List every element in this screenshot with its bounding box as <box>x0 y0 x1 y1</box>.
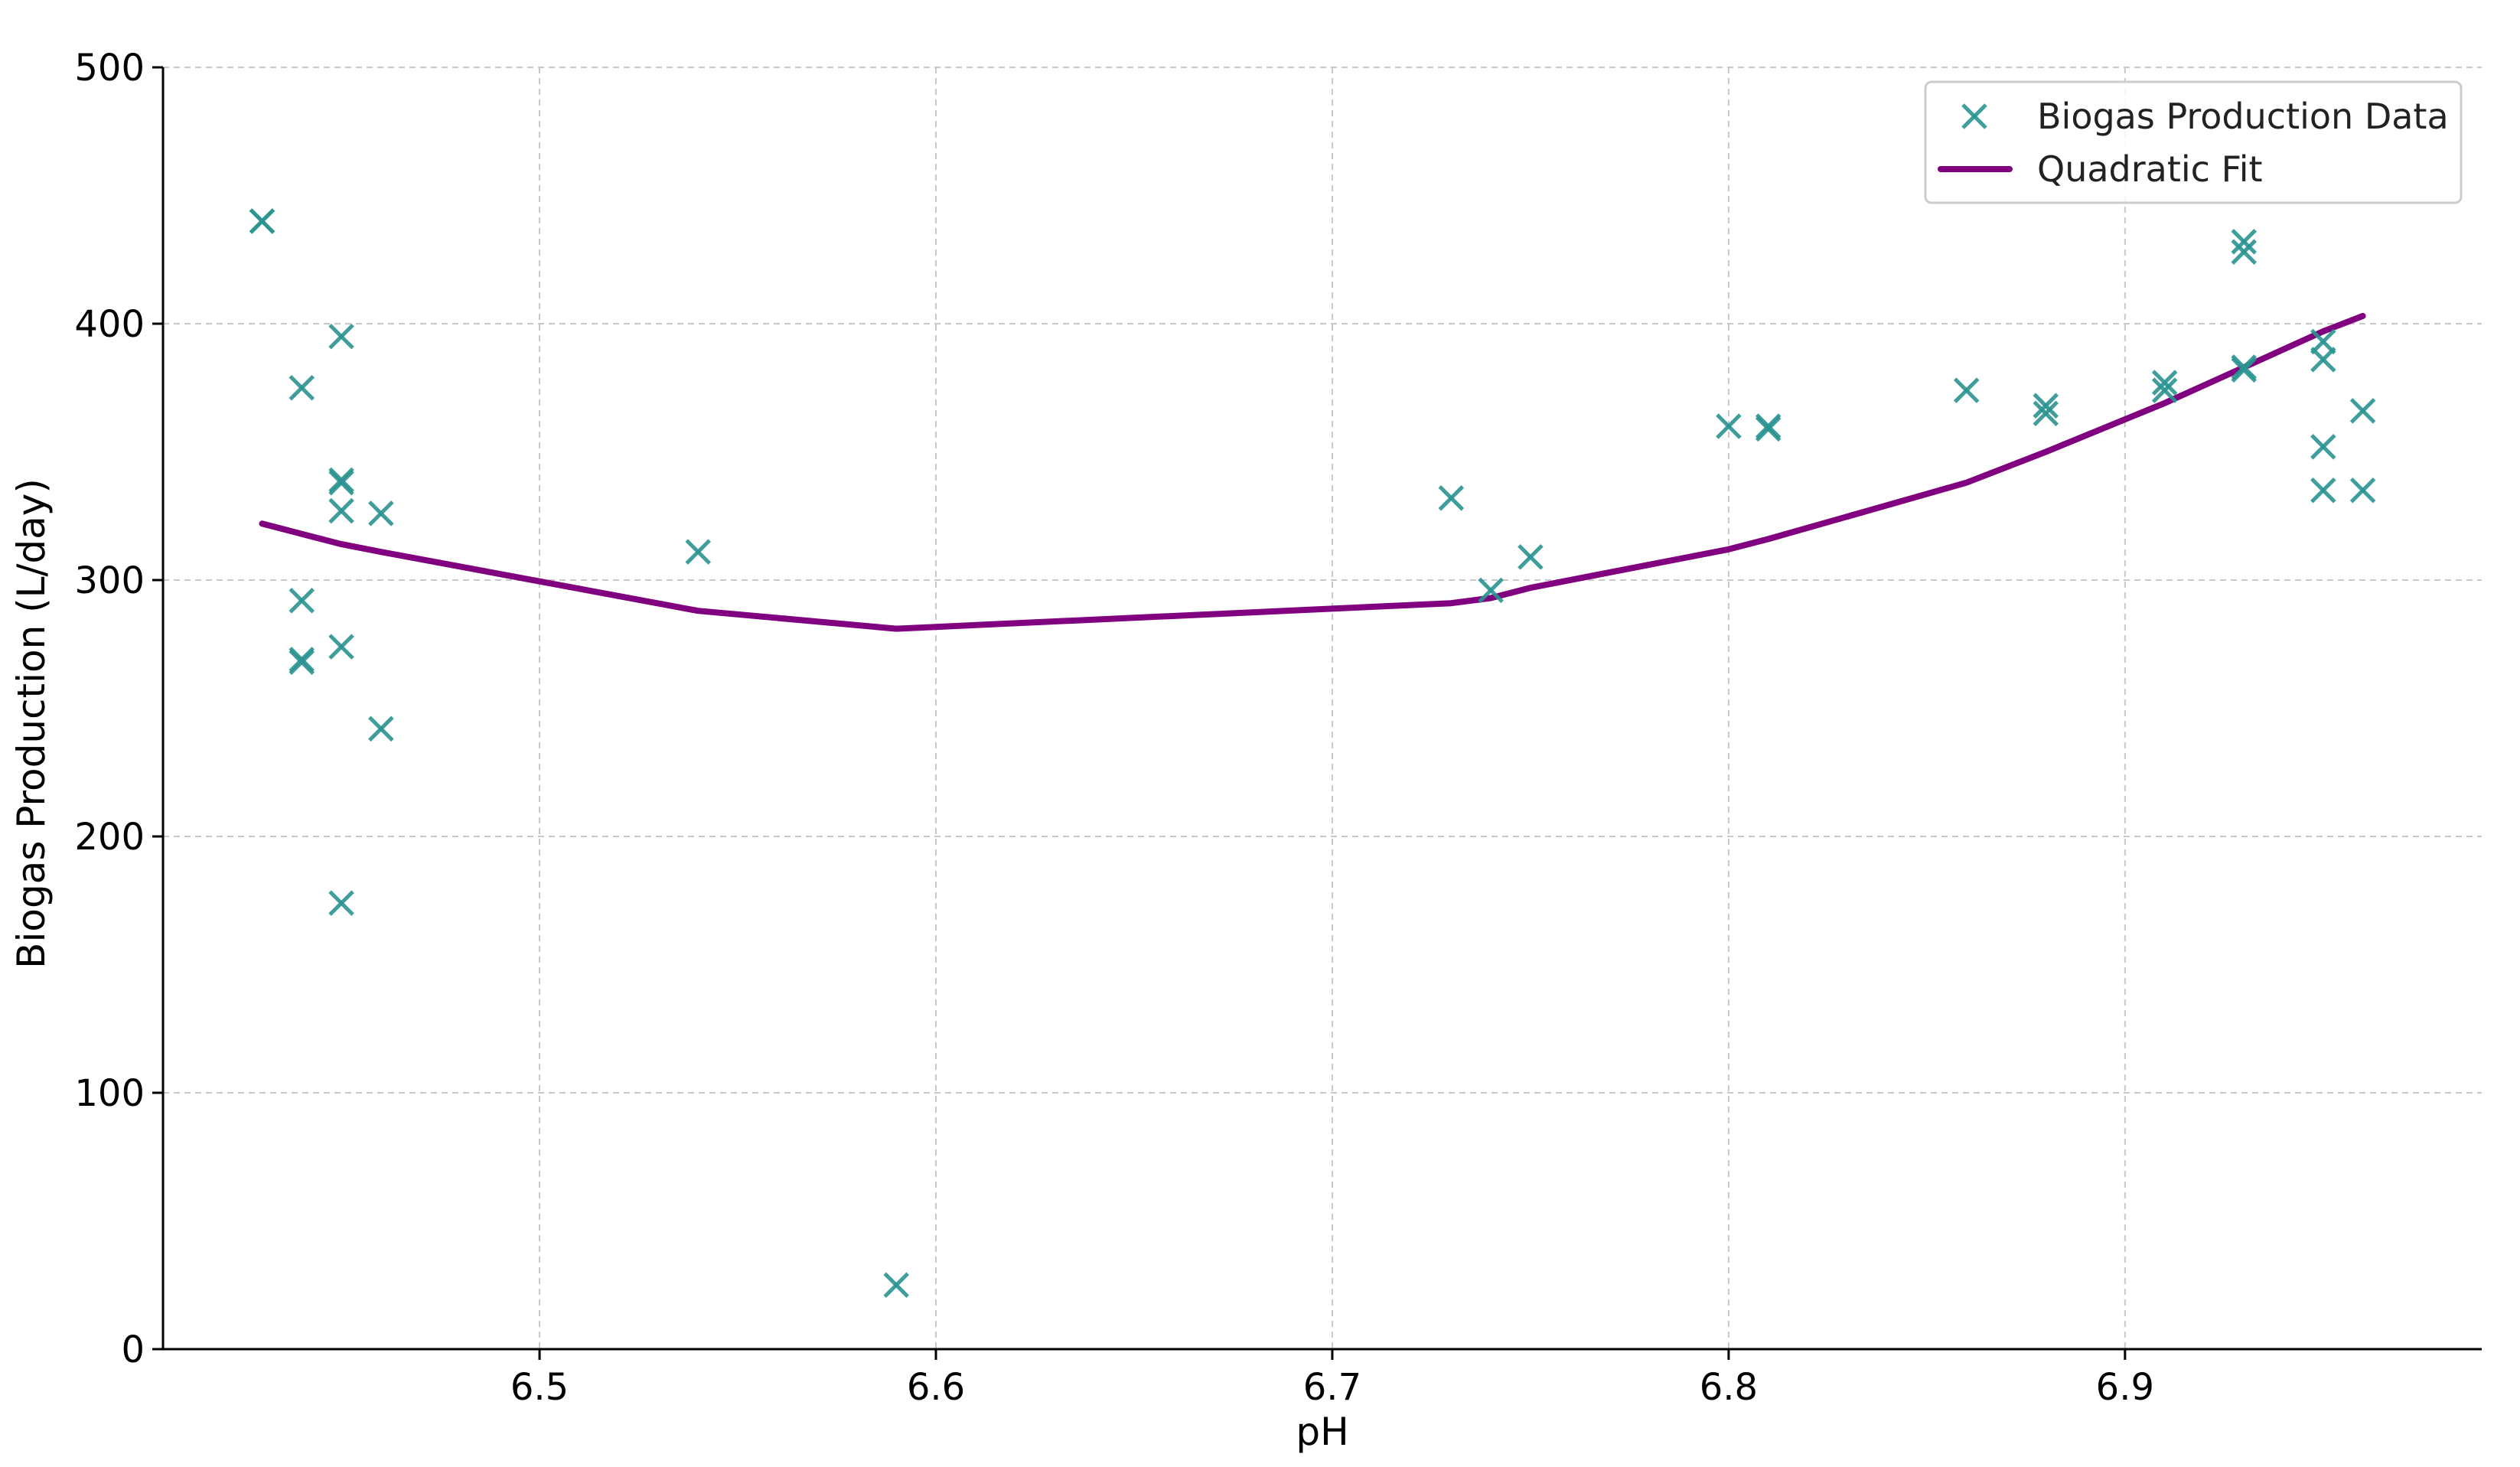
data-point <box>1953 377 1980 403</box>
data-point <box>289 649 315 675</box>
grid-layer <box>163 67 2482 1350</box>
axes-layer: 0 100 200 300 400 500 6.5 6.6 6.7 6.8 6.9 <box>74 47 2482 1409</box>
data-point <box>1716 413 1742 439</box>
data-point <box>1438 485 1465 511</box>
quadratic-fit-line <box>259 312 2366 632</box>
data-point <box>328 323 354 350</box>
data-point <box>2310 347 2336 373</box>
data-point <box>2231 229 2257 255</box>
legend: Biogas Production Data Quadratic Fit <box>1924 80 2463 204</box>
plot-layer <box>249 208 2376 1299</box>
x-tick-label: 6.8 <box>1700 1366 1758 1409</box>
data-point <box>2310 477 2336 504</box>
y-tick-label: 200 <box>74 816 145 859</box>
data-point <box>2310 434 2336 460</box>
data-point <box>289 374 315 401</box>
x-tick-label: 6.7 <box>1303 1366 1361 1409</box>
legend-x-marker <box>1961 103 1987 129</box>
data-point <box>1755 416 1782 442</box>
y-tick-label: 300 <box>74 559 145 602</box>
data-point <box>368 500 394 526</box>
legend-marker-biogas-data <box>1961 103 1987 129</box>
data-point <box>2231 357 2257 383</box>
data-point <box>328 634 354 660</box>
y-tick-label: 100 <box>74 1072 145 1115</box>
x-tick-label: 6.5 <box>510 1366 569 1409</box>
data-point <box>685 539 711 565</box>
legend-label-quadratic-fit: Quadratic Fit <box>2037 148 2263 190</box>
data-point <box>328 890 354 916</box>
y-tick-label: 0 <box>121 1328 145 1371</box>
data-point <box>2033 393 2059 419</box>
data-point <box>2033 400 2059 427</box>
legend-box <box>1924 80 2463 204</box>
x-axis-label: pH <box>1296 1410 1348 1454</box>
x-tick-label: 6.6 <box>907 1366 965 1409</box>
data-point <box>1478 577 1504 604</box>
data-point <box>249 208 275 234</box>
y-tick-label: 500 <box>74 47 145 90</box>
data-point <box>2231 239 2257 265</box>
data-point <box>328 497 354 524</box>
data-point <box>883 1272 909 1299</box>
data-point <box>2151 377 2178 403</box>
data-point <box>2349 398 2376 424</box>
legend-label-biogas-data: Biogas Production Data <box>2037 96 2449 137</box>
data-point <box>1518 544 1544 570</box>
data-point <box>289 588 315 614</box>
data-point <box>2349 477 2376 504</box>
data-point <box>368 716 394 742</box>
y-axis-label: Biogas Production (L/day) <box>9 478 54 969</box>
data-point <box>328 469 354 496</box>
y-tick-label: 400 <box>74 303 145 346</box>
x-tick-label: 6.9 <box>2096 1366 2154 1409</box>
data-point <box>2151 370 2178 396</box>
